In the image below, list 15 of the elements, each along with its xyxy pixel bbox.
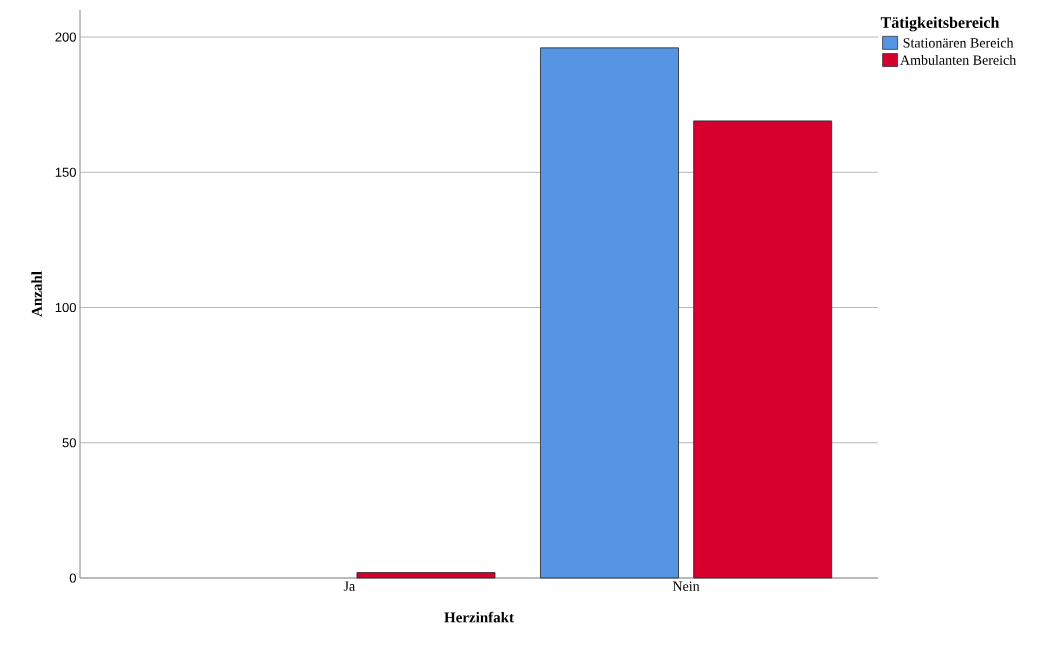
bar <box>356 572 496 579</box>
y-axis-title: Anzahl <box>31 271 42 317</box>
x-tick-label: Ja <box>343 581 356 591</box>
bar <box>540 47 679 579</box>
y-tick-label: 0 <box>69 573 76 583</box>
y-tick-label: 100 <box>55 302 76 313</box>
y-tick-label: 150 <box>55 167 76 177</box>
y-tick-label: 200 <box>55 32 76 42</box>
legend-label: Ambulanten Bereich <box>900 54 1017 65</box>
bar <box>693 120 833 579</box>
x-tick-label: Nein <box>672 581 700 591</box>
legend-title: Tätigkeitsbereich <box>880 16 1000 32</box>
y-tick-label: 50 <box>62 438 76 448</box>
x-axis-title: Herzinfakt <box>444 611 514 623</box>
legend-label: Stationären Bereich <box>903 37 1014 48</box>
